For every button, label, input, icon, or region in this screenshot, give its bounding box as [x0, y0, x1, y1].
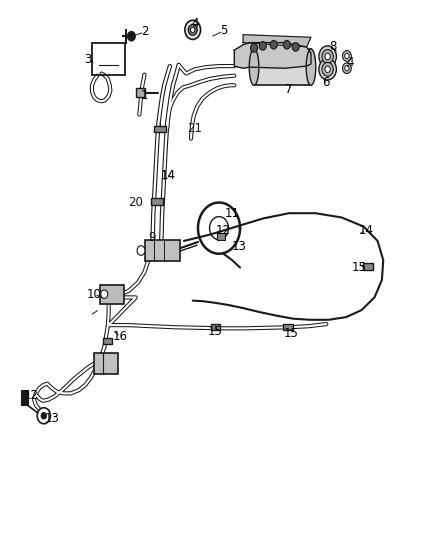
Circle shape: [345, 53, 349, 59]
Polygon shape: [243, 35, 311, 47]
Text: 4: 4: [346, 56, 354, 69]
Circle shape: [37, 408, 50, 424]
Text: 3: 3: [84, 53, 91, 66]
Polygon shape: [234, 43, 311, 68]
Bar: [94, 353, 118, 374]
Bar: [211, 324, 220, 330]
Text: 1: 1: [141, 90, 148, 102]
Circle shape: [137, 246, 145, 255]
Circle shape: [259, 42, 266, 50]
Text: 15: 15: [284, 327, 299, 340]
Text: 14: 14: [161, 169, 176, 182]
Text: 5: 5: [220, 25, 227, 37]
Text: 21: 21: [187, 123, 202, 135]
Bar: [363, 263, 373, 270]
Circle shape: [270, 41, 277, 49]
Text: 6: 6: [322, 76, 330, 89]
Circle shape: [319, 46, 336, 67]
Bar: [21, 398, 28, 405]
Bar: [100, 285, 124, 304]
Circle shape: [41, 413, 46, 419]
Circle shape: [101, 290, 108, 298]
Circle shape: [322, 62, 333, 76]
Text: 12: 12: [216, 224, 231, 237]
Circle shape: [188, 25, 197, 35]
Bar: [136, 88, 145, 97]
Text: 13: 13: [44, 412, 59, 425]
Circle shape: [283, 41, 290, 49]
Text: 15: 15: [352, 261, 367, 274]
Text: 2: 2: [141, 26, 148, 38]
Circle shape: [127, 31, 135, 41]
Text: 7: 7: [285, 83, 293, 96]
Circle shape: [191, 27, 195, 33]
Circle shape: [185, 20, 201, 39]
Circle shape: [343, 63, 351, 74]
Bar: [145, 240, 180, 261]
Bar: [254, 49, 311, 85]
Text: 12: 12: [24, 389, 39, 402]
Bar: [217, 233, 225, 240]
Text: 9: 9: [148, 231, 156, 244]
Circle shape: [292, 43, 299, 51]
Circle shape: [345, 66, 349, 71]
Circle shape: [319, 59, 336, 80]
Text: 15: 15: [207, 325, 222, 338]
Text: 14: 14: [161, 169, 176, 182]
Bar: [154, 126, 166, 132]
Circle shape: [322, 50, 333, 63]
Text: 13: 13: [231, 240, 246, 253]
Text: 14: 14: [358, 224, 373, 237]
Text: 4: 4: [191, 18, 199, 30]
Bar: [21, 390, 28, 398]
Bar: [151, 198, 163, 205]
Ellipse shape: [306, 49, 316, 85]
Text: 8: 8: [329, 41, 336, 53]
Text: 20: 20: [128, 196, 143, 208]
Bar: [103, 338, 112, 344]
Text: 16: 16: [113, 330, 128, 343]
Circle shape: [343, 51, 351, 61]
Text: 10: 10: [87, 288, 102, 301]
Circle shape: [251, 44, 258, 52]
Ellipse shape: [249, 49, 259, 85]
Circle shape: [325, 53, 330, 60]
Bar: [283, 324, 293, 330]
Text: 11: 11: [225, 207, 240, 220]
Circle shape: [325, 66, 330, 72]
Bar: [92, 43, 125, 75]
